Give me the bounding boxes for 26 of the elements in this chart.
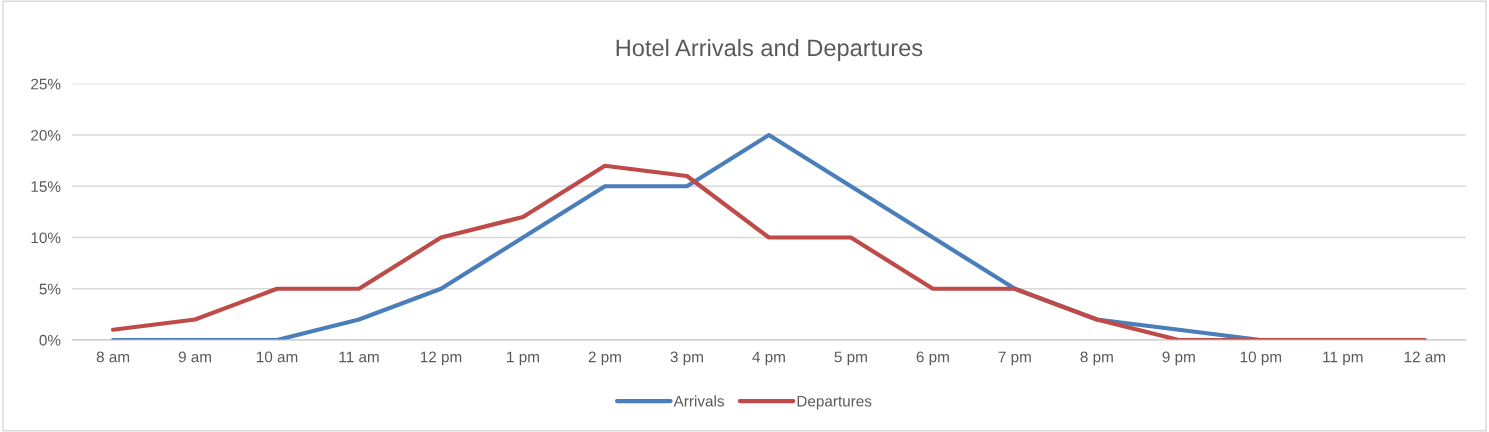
legend-label: Departures [797,395,872,410]
x-tick-label: 11 am [339,351,379,363]
x-tick-label: 10 am [256,351,298,363]
x-tick-label: 12 pm [420,351,462,366]
y-tick-label: 20% [31,129,61,141]
x-tick-label: 8 pm [1080,351,1113,366]
y-tick-label: 0% [39,334,61,346]
x-tick-label: 7 pm [998,351,1031,366]
y-tick-label: 5% [39,283,61,295]
x-tick-label: 9 pm [1162,351,1195,366]
y-tick-label: 10% [31,232,61,244]
x-tick-label: 1 pm [507,351,539,366]
x-tick-label: 11 pm [1323,351,1363,366]
x-tick-label: 12 am [1404,351,1445,363]
legend-label: Arrivals [673,395,724,407]
x-tick-label: 4 pm [752,351,785,366]
x-tick-label: 6 pm [916,351,949,366]
x-tick-label: 3 pm [670,351,703,366]
y-tick-label: 15% [31,181,61,192]
x-tick-label: 5 pm [834,351,867,366]
x-tick-label: 10 pm [1240,351,1282,366]
x-tick-label: 8 am [96,351,130,363]
x-tick-label: 2 pm [588,351,621,366]
x-tick-label: 9 am [178,351,212,363]
y-tick-label: 25% [31,78,61,90]
chart-title: Hotel Arrivals and Departures [616,38,923,61]
